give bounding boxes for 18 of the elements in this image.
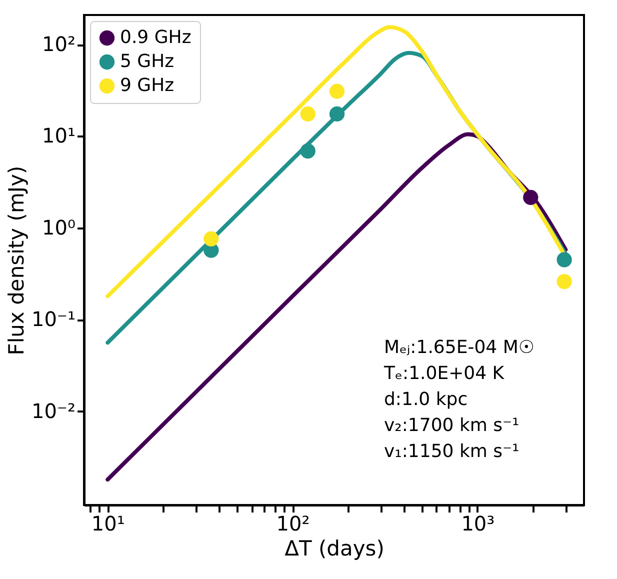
legend-label: 9 GHz xyxy=(120,75,174,96)
y-axis-title: Flux density (mJy) xyxy=(4,166,28,356)
y-tick-label: 10⁰ xyxy=(42,215,76,240)
x-tick-label: 10¹ xyxy=(91,512,125,536)
annotation: v₂:1700 km s⁻¹ xyxy=(384,415,520,436)
y-tick-label: 10² xyxy=(42,32,76,56)
y-tick-label: 10⁻¹ xyxy=(31,307,76,332)
annotation: d:1.0 kpc xyxy=(384,389,468,410)
annotation: v₁:1150 km s⁻¹ xyxy=(384,441,520,462)
x-axis-title: ΔT (days) xyxy=(284,536,384,560)
y-tick-label: 10¹ xyxy=(42,124,76,148)
annotation: Tₑ:1.0E+04 K xyxy=(383,363,506,384)
x-tick-label: 10³ xyxy=(461,512,495,536)
y-tick-label: 10⁻² xyxy=(31,398,76,423)
x-tick-label: 10² xyxy=(276,512,310,536)
legend-label: 5 GHz xyxy=(120,51,174,72)
legend-label: 0.9 GHz xyxy=(120,27,192,48)
annotation: Mₑⱼ:1.65E-04 M☉ xyxy=(384,337,534,358)
